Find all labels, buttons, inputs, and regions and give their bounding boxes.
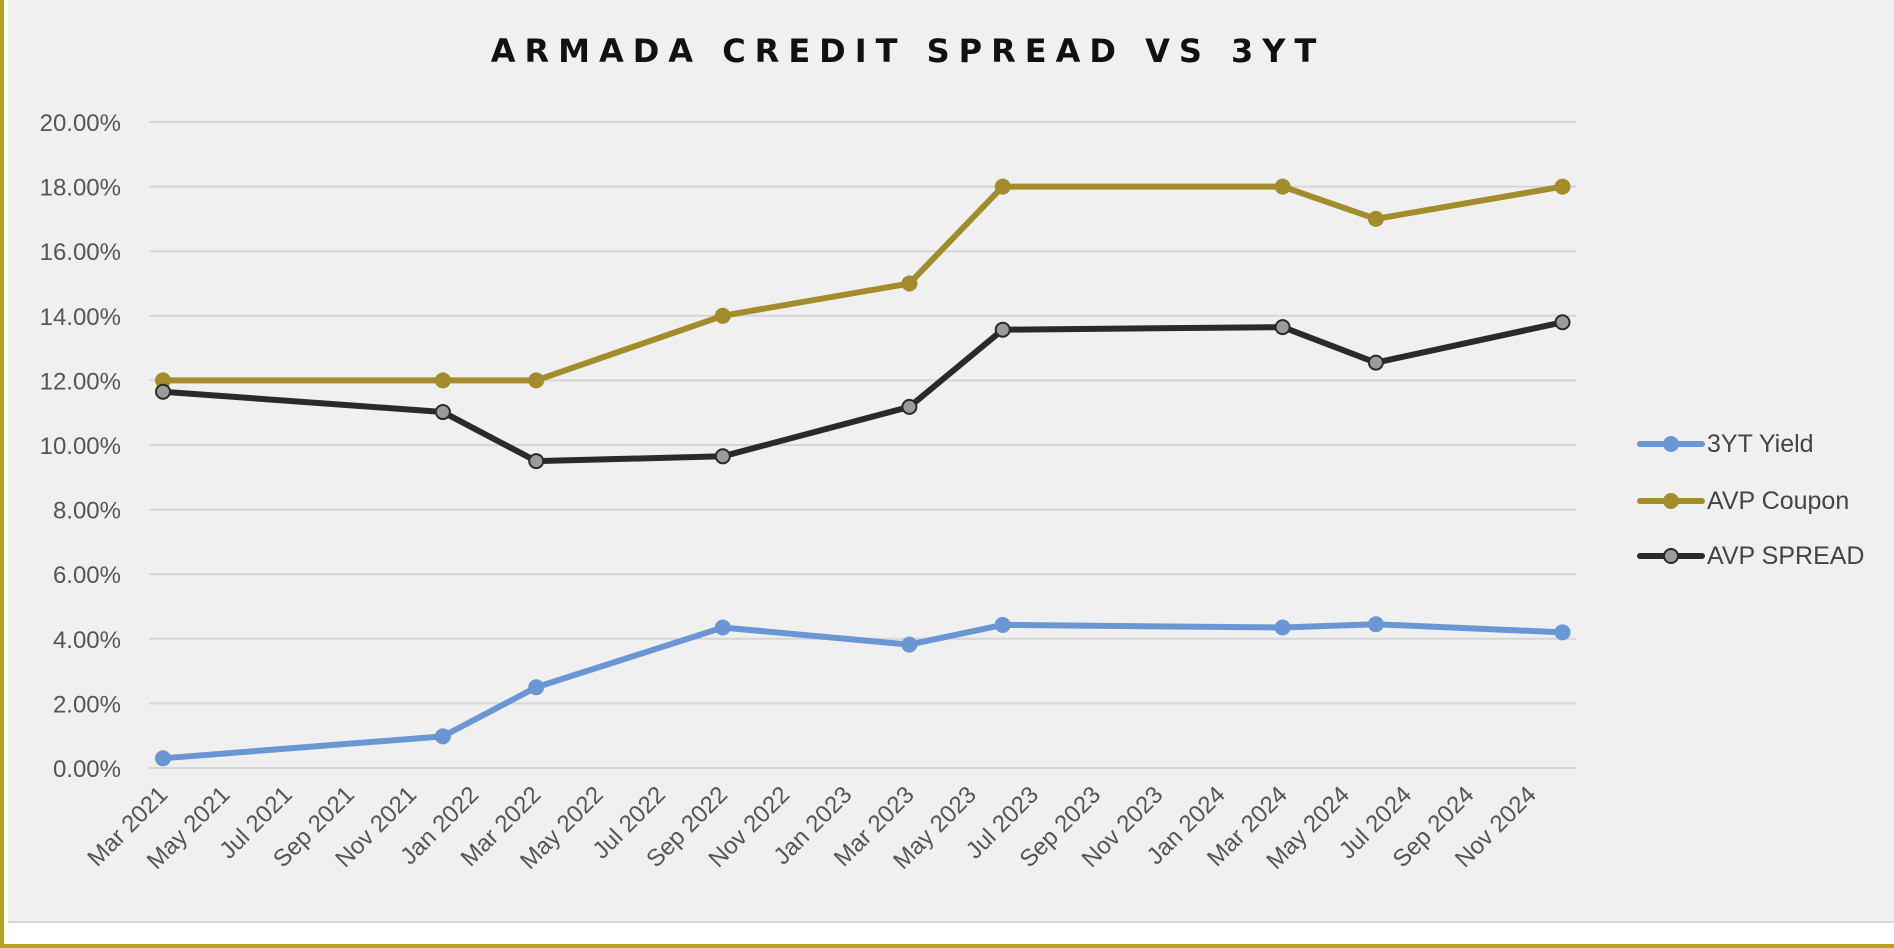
data-point-3yt-yield xyxy=(434,728,451,745)
data-point-avp-coupon xyxy=(528,372,545,389)
data-point-3yt-yield xyxy=(1367,616,1384,633)
legend-marker-3yt-yield xyxy=(1663,436,1679,452)
legend-marker-avp-coupon xyxy=(1663,493,1679,509)
legend-item-avp-spread: AVP SPREAD xyxy=(1637,542,1864,570)
data-point-avp-coupon xyxy=(714,307,731,324)
y-tick-label: 20.00% xyxy=(40,110,121,137)
legend-label-avp-coupon: AVP Coupon xyxy=(1707,487,1849,515)
data-point-avp-coupon xyxy=(434,372,451,389)
data-point-3yt-yield xyxy=(1554,624,1571,641)
y-axis-ticks: 0.00% 2.00% 4.00% 6.00% 8.00% 10.00% 12.00% 14.… xyxy=(40,110,121,783)
y-tick-label: 18.00% xyxy=(40,175,121,202)
legend: 3YT Yield AVP Coupon AVP SPREAD xyxy=(1637,430,1864,570)
legend-item-3yt-yield: 3YT Yield xyxy=(1637,430,1814,458)
data-point-3yt-yield xyxy=(1274,619,1291,636)
data-point-avp-coupon xyxy=(1554,178,1571,195)
y-tick-label: 0.00% xyxy=(53,756,121,783)
data-point-3yt-yield xyxy=(714,619,731,636)
data-point-avp-coupon xyxy=(1274,178,1291,195)
chart-title: ARMADA CREDIT SPREAD VS 3YT xyxy=(491,32,1326,70)
series-avp-coupon xyxy=(155,178,1571,389)
data-point-avp-coupon xyxy=(901,275,918,292)
data-point-3yt-yield xyxy=(901,636,918,653)
chart-area: ARMADA CREDIT SPREAD VS 3YT 0.00% 2.00% 4.… xyxy=(8,0,1894,923)
y-tick-label: 12.00% xyxy=(40,368,121,395)
y-tick-label: 8.00% xyxy=(53,498,121,525)
y-tick-label: 4.00% xyxy=(53,627,121,654)
y-tick-label: 2.00% xyxy=(53,691,121,718)
data-point-3yt-yield xyxy=(528,679,545,696)
legend-item-avp-coupon: AVP Coupon xyxy=(1637,487,1849,515)
legend-label-3yt-yield: 3YT Yield xyxy=(1707,430,1814,458)
line-chart: ARMADA CREDIT SPREAD VS 3YT 0.00% 2.00% 4.… xyxy=(40,32,1865,875)
series-avp-spread xyxy=(155,314,1571,470)
data-point-avp-spread xyxy=(901,398,918,415)
data-point-avp-spread xyxy=(528,453,545,470)
data-point-avp-spread xyxy=(714,448,731,465)
gridlines xyxy=(149,121,1576,769)
data-point-avp-coupon xyxy=(994,178,1011,195)
y-tick-label: 14.00% xyxy=(40,304,121,331)
y-tick-label: 6.00% xyxy=(53,562,121,589)
data-point-3yt-yield xyxy=(994,616,1011,633)
legend-marker-avp-spread xyxy=(1663,548,1679,564)
data-point-3yt-yield xyxy=(155,750,171,767)
series-line-avp-spread xyxy=(160,319,1566,465)
data-point-avp-spread xyxy=(1367,354,1384,371)
data-point-avp-spread xyxy=(434,404,451,421)
data-point-avp-spread xyxy=(1274,319,1291,336)
y-tick-label: 16.00% xyxy=(40,239,121,266)
y-tick-label: 10.00% xyxy=(40,433,121,460)
series-3yt-yield xyxy=(155,616,1571,767)
data-point-avp-spread xyxy=(155,383,171,400)
series-line-3yt-yield xyxy=(160,621,1566,762)
data-point-avp-spread xyxy=(994,321,1011,338)
series-lines xyxy=(155,178,1571,767)
data-point-avp-coupon xyxy=(1367,210,1384,227)
legend-label-avp-spread: AVP SPREAD xyxy=(1707,542,1864,570)
data-point-avp-spread xyxy=(1554,314,1571,331)
